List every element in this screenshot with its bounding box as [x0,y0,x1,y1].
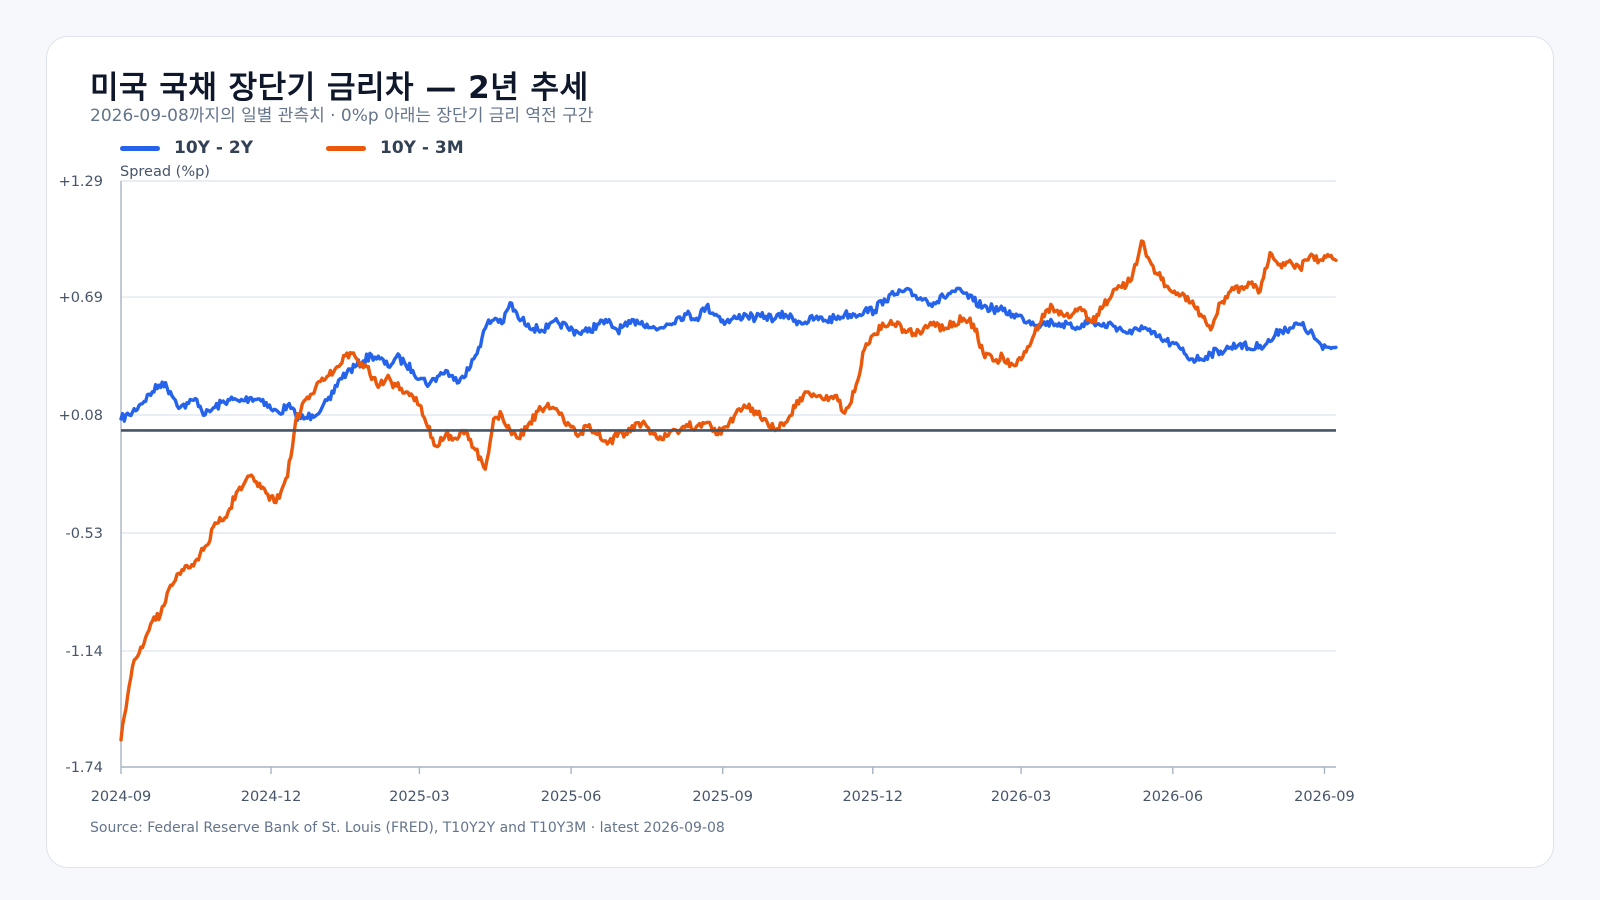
y-tick-label: -1.74 [65,760,103,776]
source-note: Source: Federal Reserve Bank of St. Loui… [90,820,725,836]
x-tick-label: 2025-03 [389,789,450,805]
y-tick-label: +0.69 [59,290,103,306]
legend-item-10y2y[interactable]: 10Y - 2Y [120,138,253,158]
y-tick-label: +1.29 [59,174,103,190]
y-tick-label: -0.53 [65,526,103,542]
y-axis-title: Spread (%p) [120,164,210,180]
chart-subtitle: 2026-09-08까지의 일별 관측치 · 0%p 아래는 장단기 금리 역전… [90,106,594,126]
axes: +1.29 +0.69 +0.08 -0.53 -1.14 -1.74 2024-09 202… [59,174,1355,805]
x-tick-label: 2025-06 [541,789,602,805]
series-line-10y2y [119,286,1338,423]
x-tick-label: 2024-09 [91,789,152,805]
y-tick-label: +0.08 [59,408,103,424]
x-tick-label: 2025-12 [842,789,903,805]
legend-label-10y3m: 10Y - 3M [380,138,464,158]
legend-swatch-10y2y [120,145,160,151]
legend-item-10y3m[interactable]: 10Y - 3M [326,138,464,158]
x-tick-label: 2026-09 [1294,789,1355,805]
series-line-10y3m [119,239,1338,742]
chart-card [46,36,1554,868]
legend-swatch-10y3m [326,145,366,151]
legend-label-10y2y: 10Y - 2Y [174,138,253,158]
x-tick-label: 2026-03 [991,789,1052,805]
series-lines [119,239,1338,742]
x-tick-label: 2024-12 [241,789,302,805]
y-tick-label: -1.14 [65,644,103,660]
x-tick-label: 2025-09 [692,789,753,805]
chart-title: 미국 국채 장단기 금리차 — 2년 추세 [90,70,589,106]
x-tick-label: 2026-06 [1142,789,1203,805]
